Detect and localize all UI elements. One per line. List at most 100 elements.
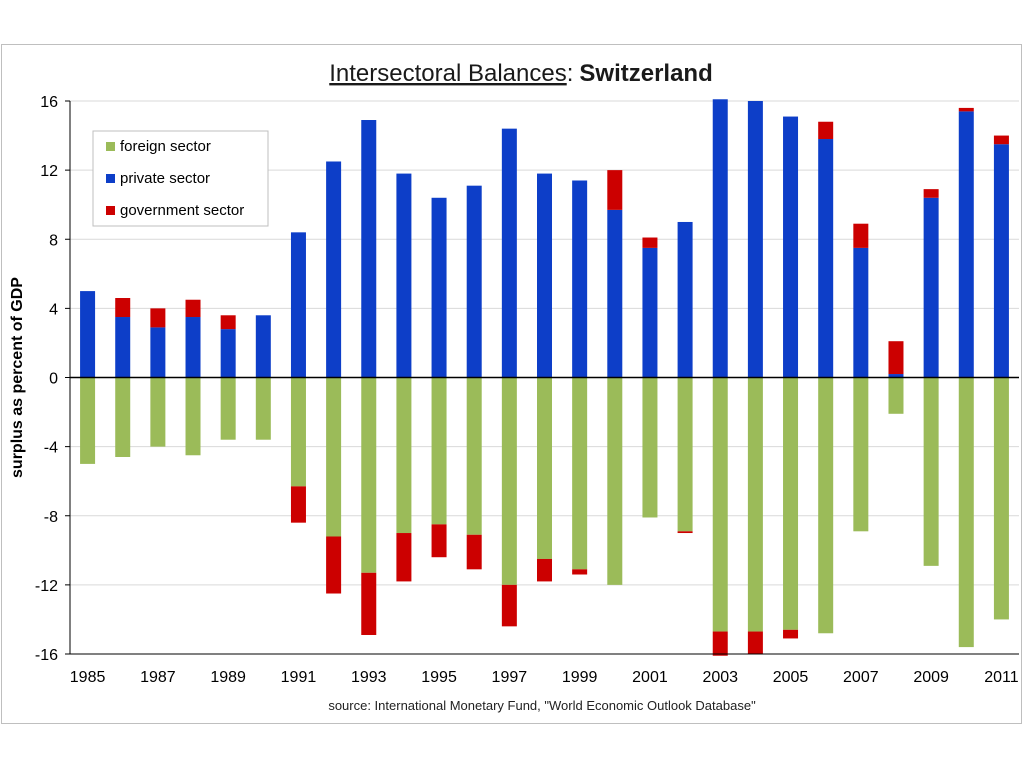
bar-foreign-sector-2008 — [888, 377, 904, 414]
chart-frame: Intersectoral Balances: Switzerland 16 12 8… — [1, 44, 1022, 724]
source-note: source: International Monetary Fund, "Wo… — [328, 698, 756, 713]
x-tick-label: 1993 — [351, 669, 387, 686]
bar-private-sector-1999 — [572, 180, 588, 378]
bar-private-sector-1990 — [255, 315, 271, 378]
y-tick-label: -16 — [35, 647, 58, 664]
bars — [80, 99, 1009, 656]
y-tick-label: -4 — [44, 440, 58, 457]
x-tick-label: 2005 — [773, 669, 809, 686]
bar-government-sector-2004 — [747, 631, 763, 654]
bar-government-sector-2010 — [958, 107, 974, 112]
x-tick-label: 2007 — [843, 669, 879, 686]
legend-box — [92, 130, 269, 227]
bar-government-sector-1996 — [466, 534, 482, 570]
axes — [65, 100, 1019, 655]
bar-private-sector-2005 — [783, 116, 799, 378]
bar-private-sector-2009 — [923, 197, 939, 378]
legend-swatch — [106, 206, 115, 215]
chart-title-separator: : — [567, 60, 574, 87]
bar-foreign-sector-1990 — [255, 377, 271, 440]
bar-private-sector-2002 — [677, 221, 693, 378]
bar-private-sector-1998 — [537, 173, 552, 378]
bar-government-sector-2003 — [712, 631, 728, 656]
legend-label: foreign sector — [120, 138, 211, 155]
bar-private-sector-1989 — [220, 329, 236, 378]
bar-foreign-sector-2004 — [747, 377, 763, 632]
bar-foreign-sector-1987 — [150, 377, 166, 447]
bar-private-sector-2000 — [607, 209, 623, 378]
bar-government-sector-2007 — [853, 223, 869, 248]
bar-foreign-sector-1995 — [431, 377, 447, 525]
bar-private-sector-2007 — [853, 247, 869, 378]
legend-swatch — [106, 174, 115, 183]
bar-private-sector-1996 — [466, 185, 482, 378]
bar-foreign-sector-2001 — [642, 377, 658, 518]
bar-private-sector-1986 — [115, 317, 131, 378]
bar-government-sector-2000 — [607, 170, 623, 210]
y-axis-label: surplus as percent of GDP — [9, 277, 26, 478]
bar-private-sector-1997 — [501, 128, 517, 378]
bar-government-sector-1994 — [396, 533, 412, 582]
bar-government-sector-1992 — [326, 536, 342, 594]
bar-foreign-sector-1998 — [537, 377, 552, 559]
chart-svg: Intersectoral Balances: Switzerland 16 12 8… — [9, 60, 1019, 713]
y-tick-label: 12 — [40, 163, 58, 180]
bar-foreign-sector-1997 — [501, 377, 517, 585]
bar-private-sector-1993 — [361, 120, 377, 378]
chart-title-main: Intersectoral Balances — [329, 60, 566, 87]
x-tick-label: 1997 — [492, 669, 528, 686]
bar-government-sector-2006 — [818, 121, 834, 140]
bar-foreign-sector-2005 — [783, 377, 799, 630]
bar-government-sector-2009 — [923, 189, 939, 198]
y-tick-labels: 16 12 8 4 0 -4 -8 -12 -16 — [35, 94, 58, 664]
bar-foreign-sector-2011 — [993, 377, 1009, 620]
bar-government-sector-1999 — [572, 569, 588, 575]
bar-private-sector-1995 — [431, 197, 447, 378]
bar-government-sector-1998 — [537, 558, 552, 582]
bar-private-sector-2006 — [818, 139, 834, 378]
bar-foreign-sector-1999 — [572, 377, 588, 570]
x-tick-labels: 1985 1987 1989 1991 1993 1995 1997 1999 2001 2003… — [70, 669, 1019, 686]
x-tick-label: 1995 — [421, 669, 457, 686]
bar-private-sector-2011 — [993, 144, 1009, 378]
legend-label: private sector — [120, 170, 210, 187]
y-tick-label: 4 — [49, 301, 58, 318]
y-tick-label: -8 — [44, 509, 58, 526]
x-tick-label: 1989 — [210, 669, 246, 686]
bar-foreign-sector-1992 — [326, 377, 342, 537]
bar-private-sector-1994 — [396, 173, 412, 378]
bar-foreign-sector-1993 — [361, 377, 377, 573]
bar-government-sector-2002 — [677, 531, 693, 534]
bar-government-sector-1993 — [361, 572, 377, 635]
x-tick-label: 1987 — [140, 669, 176, 686]
bar-government-sector-1991 — [290, 486, 306, 523]
bar-foreign-sector-1989 — [220, 377, 236, 440]
chart-title: Intersectoral Balances: Switzerland — [329, 60, 713, 87]
x-tick-label: 1999 — [562, 669, 598, 686]
bar-private-sector-2001 — [642, 247, 658, 378]
bar-government-sector-2005 — [783, 629, 799, 639]
bar-government-sector-1987 — [150, 308, 166, 328]
bar-foreign-sector-1986 — [115, 377, 131, 457]
bar-foreign-sector-2009 — [923, 377, 939, 566]
x-tick-label: 2001 — [632, 669, 668, 686]
y-tick-label: -12 — [35, 578, 58, 595]
legend: foreign sector private sector government s… — [92, 130, 269, 227]
bar-foreign-sector-2006 — [818, 377, 834, 634]
bar-government-sector-1988 — [185, 299, 201, 318]
bar-government-sector-1995 — [431, 524, 447, 558]
bar-government-sector-1986 — [115, 298, 131, 318]
bar-foreign-sector-2003 — [712, 377, 728, 632]
x-tick-label: 1991 — [281, 669, 317, 686]
bar-government-sector-2008 — [888, 341, 904, 375]
chart-title-country: Switzerland — [579, 60, 712, 87]
bar-foreign-sector-2010 — [958, 377, 974, 648]
bar-government-sector-1989 — [220, 315, 236, 330]
bar-foreign-sector-1994 — [396, 377, 412, 534]
x-tick-label: 2009 — [913, 669, 949, 686]
bar-private-sector-1991 — [290, 232, 306, 378]
bar-government-sector-2011 — [993, 135, 1009, 145]
bar-foreign-sector-1996 — [466, 377, 482, 535]
bar-private-sector-2003 — [712, 99, 728, 378]
bar-foreign-sector-2000 — [607, 377, 623, 585]
